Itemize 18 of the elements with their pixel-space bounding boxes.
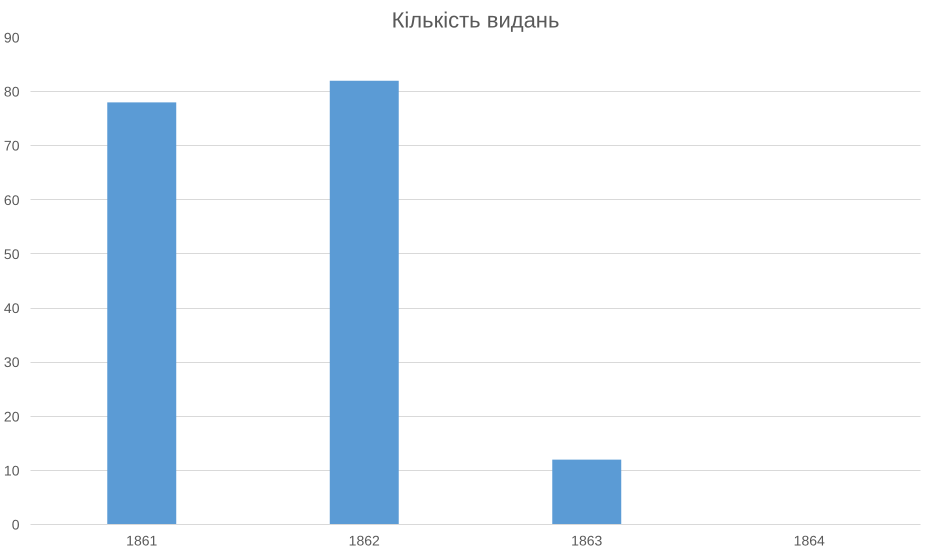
y-tick-label: 90 — [4, 30, 20, 46]
y-tick-label: 50 — [4, 246, 20, 262]
chart-title: Кількість видань — [392, 8, 560, 32]
y-tick-label: 10 — [4, 462, 20, 478]
x-tick-label: 1864 — [794, 532, 826, 548]
bar — [330, 80, 399, 524]
y-tick-label: 60 — [4, 192, 20, 208]
bar — [107, 102, 176, 524]
y-tick-label: 20 — [4, 408, 20, 424]
bar — [552, 460, 622, 524]
y-tick-label: 30 — [4, 354, 20, 370]
x-tick-label: 1861 — [126, 532, 158, 548]
y-tick-label: 40 — [4, 300, 20, 316]
y-tick-label: 80 — [4, 84, 20, 100]
x-tick-label: 1862 — [348, 532, 380, 548]
y-tick-label: 70 — [4, 138, 20, 154]
x-tick-label: 1863 — [571, 532, 603, 548]
y-tick-label: 0 — [12, 516, 20, 532]
